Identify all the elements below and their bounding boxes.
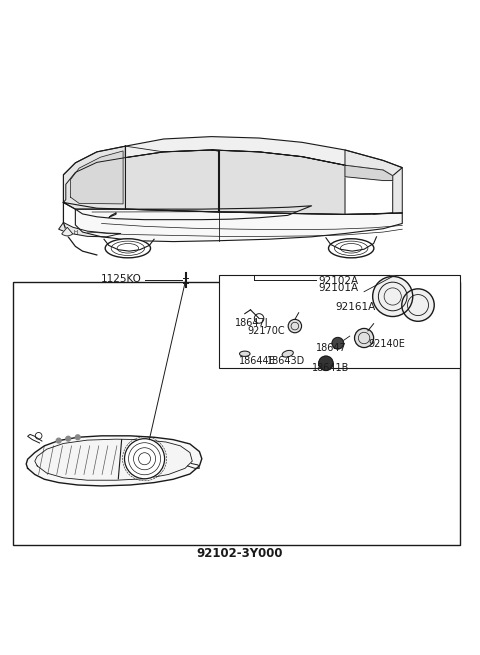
Circle shape [254, 314, 264, 323]
Text: 92161A: 92161A [336, 302, 376, 312]
Polygon shape [63, 146, 125, 209]
Polygon shape [211, 150, 345, 214]
Polygon shape [109, 213, 116, 217]
Text: 92101A: 92101A [319, 283, 359, 293]
Wedge shape [62, 227, 73, 236]
Ellipse shape [105, 238, 151, 258]
Polygon shape [345, 150, 402, 214]
Polygon shape [218, 275, 459, 368]
Circle shape [332, 337, 344, 349]
Circle shape [288, 320, 301, 333]
Text: 18641B: 18641B [312, 363, 349, 373]
Polygon shape [59, 223, 120, 237]
Circle shape [56, 438, 61, 443]
Polygon shape [75, 209, 402, 242]
Text: 92102A: 92102A [319, 276, 359, 286]
Text: 92170C: 92170C [247, 326, 285, 336]
Circle shape [124, 439, 165, 479]
Polygon shape [71, 151, 123, 204]
Circle shape [319, 356, 333, 371]
Text: 18647: 18647 [316, 343, 347, 354]
Text: 1125KO: 1125KO [101, 274, 142, 284]
Text: 18647J: 18647J [235, 318, 269, 328]
Polygon shape [125, 137, 402, 176]
Circle shape [66, 436, 71, 441]
Polygon shape [26, 436, 202, 486]
Circle shape [372, 276, 413, 316]
Text: 92102-3Y000: 92102-3Y000 [197, 548, 283, 561]
Text: H: H [73, 229, 77, 234]
Circle shape [35, 432, 42, 439]
Text: 18643D: 18643D [267, 356, 305, 366]
Circle shape [355, 328, 373, 348]
Polygon shape [35, 439, 192, 480]
Polygon shape [63, 202, 312, 219]
Circle shape [75, 435, 80, 440]
Ellipse shape [240, 351, 250, 356]
Polygon shape [345, 165, 393, 181]
Text: 18644E: 18644E [239, 356, 276, 366]
Ellipse shape [282, 350, 293, 357]
Ellipse shape [328, 238, 374, 258]
Text: 92140E: 92140E [369, 339, 406, 348]
Circle shape [402, 289, 434, 322]
Polygon shape [125, 146, 218, 212]
